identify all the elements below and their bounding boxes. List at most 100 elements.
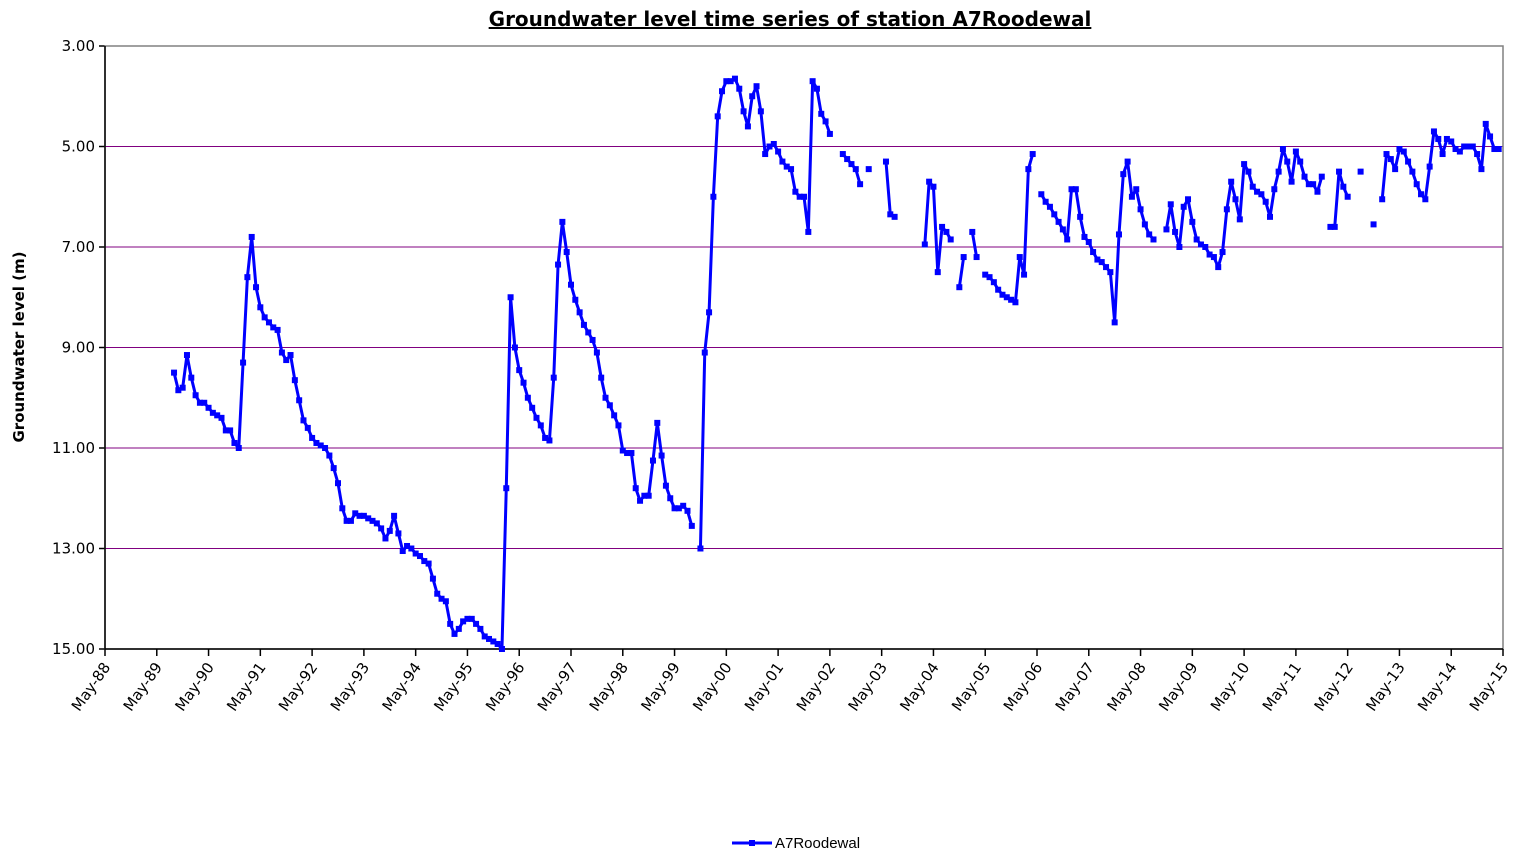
data-point xyxy=(1318,173,1325,180)
data-point xyxy=(770,140,777,147)
data-point xyxy=(1124,158,1131,165)
data-point xyxy=(1292,148,1299,155)
data-point xyxy=(576,309,583,316)
data-point xyxy=(300,417,307,424)
data-point xyxy=(1133,186,1140,193)
data-point xyxy=(330,465,337,472)
data-point xyxy=(1081,233,1088,240)
data-point xyxy=(1379,196,1386,203)
data-point xyxy=(222,427,229,434)
data-point xyxy=(1392,166,1399,173)
data-point xyxy=(822,118,829,125)
x-tick-label: May-97 xyxy=(534,659,580,715)
data-point xyxy=(1064,236,1071,243)
data-point xyxy=(1055,218,1062,225)
data-point xyxy=(447,620,454,627)
data-point xyxy=(339,505,346,512)
data-point xyxy=(1090,249,1097,256)
data-point xyxy=(1344,193,1351,200)
data-point xyxy=(1461,143,1468,150)
data-point xyxy=(291,377,298,384)
data-point xyxy=(593,349,600,356)
x-tick-label: May-06 xyxy=(1000,659,1046,715)
data-point xyxy=(1396,146,1403,153)
data-point xyxy=(731,75,738,82)
data-point xyxy=(335,480,341,487)
data-point xyxy=(1439,151,1446,158)
data-point xyxy=(826,130,833,137)
data-point xyxy=(438,595,445,602)
data-point xyxy=(399,548,406,555)
data-point xyxy=(813,85,820,92)
data-point xyxy=(1228,178,1235,185)
data-point xyxy=(1288,178,1295,185)
data-point xyxy=(227,427,234,434)
data-point xyxy=(1046,203,1053,210)
x-tick-label: May-99 xyxy=(637,659,683,715)
data-point xyxy=(278,349,285,356)
data-point xyxy=(1085,238,1092,245)
data-point xyxy=(1409,168,1416,175)
data-point xyxy=(775,148,782,155)
data-point xyxy=(1487,133,1494,140)
data-point xyxy=(1297,158,1304,165)
data-point xyxy=(498,646,505,652)
data-point xyxy=(1430,128,1437,135)
chart-title: Groundwater level time series of station… xyxy=(489,7,1092,31)
data-point xyxy=(1163,226,1170,233)
data-point xyxy=(1452,146,1459,153)
data-point xyxy=(701,349,708,356)
data-point xyxy=(667,495,674,502)
x-tick-label: May-02 xyxy=(793,659,839,715)
data-point xyxy=(451,630,458,637)
data-point xyxy=(736,85,743,92)
x-tick-label: May-92 xyxy=(275,659,321,715)
data-point xyxy=(1202,244,1209,250)
data-point xyxy=(529,404,536,411)
data-point xyxy=(1413,181,1420,188)
x-tick-label: May-89 xyxy=(120,659,166,715)
data-point xyxy=(240,359,247,366)
data-point xyxy=(386,527,393,534)
x-tick-label: May-94 xyxy=(379,659,425,715)
y-tick-label: 11.00 xyxy=(52,439,95,457)
data-point xyxy=(1314,188,1321,195)
data-point xyxy=(1120,171,1127,178)
data-point xyxy=(697,545,704,552)
data-point xyxy=(1310,181,1317,188)
data-point xyxy=(481,633,488,640)
data-point xyxy=(602,394,609,401)
data-point xyxy=(1038,191,1045,198)
data-point xyxy=(1025,166,1032,173)
data-point xyxy=(568,281,574,288)
data-point xyxy=(404,542,411,549)
x-tick-label: May-91 xyxy=(223,659,269,715)
data-point xyxy=(1491,146,1498,153)
x-tick-label: May-93 xyxy=(327,659,373,715)
data-point xyxy=(205,404,212,411)
data-point xyxy=(188,374,195,381)
data-point xyxy=(1426,163,1433,170)
data-point xyxy=(1232,196,1239,203)
data-point xyxy=(1042,198,1049,205)
data-point xyxy=(1012,299,1019,306)
data-point xyxy=(253,284,260,291)
data-point xyxy=(1422,196,1429,203)
data-point xyxy=(244,274,251,281)
data-point xyxy=(744,123,751,130)
data-point xyxy=(930,183,937,190)
data-point xyxy=(507,294,514,301)
data-point xyxy=(520,379,527,386)
data-point xyxy=(1008,296,1015,303)
x-tick-label: May-11 xyxy=(1259,659,1305,715)
data-point xyxy=(818,110,825,117)
data-point xyxy=(645,492,652,499)
data-point xyxy=(296,397,303,404)
data-point xyxy=(429,575,436,582)
data-point xyxy=(490,638,497,645)
data-point xyxy=(503,485,510,492)
data-point xyxy=(1495,146,1502,153)
data-point xyxy=(1103,264,1110,271)
data-point xyxy=(1331,223,1338,230)
data-point xyxy=(421,558,428,565)
